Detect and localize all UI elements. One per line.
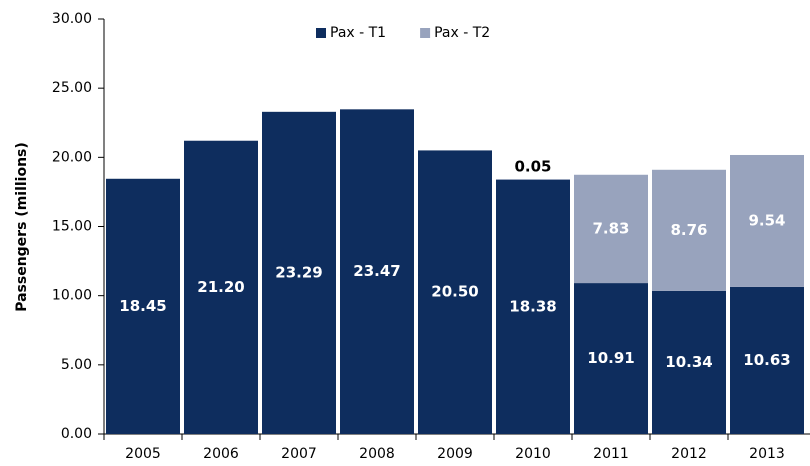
value-label: 8.76 <box>670 221 707 239</box>
y-tick-label: 15.00 <box>52 219 92 235</box>
x-tick-label: 2013 <box>749 446 785 462</box>
value-label: 10.91 <box>587 349 634 367</box>
value-label: 23.47 <box>353 262 400 280</box>
bar-segment <box>262 111 336 435</box>
legend-label: Pax - T2 <box>434 25 490 41</box>
bar-segment <box>496 179 570 434</box>
x-tick-label: 2007 <box>281 446 317 462</box>
bar-segment <box>574 174 648 284</box>
value-label: 0.05 <box>514 158 551 176</box>
bar-segment <box>652 290 726 434</box>
x-tick-label: 2006 <box>203 446 239 462</box>
value-label: 10.63 <box>743 351 790 369</box>
bar-segment <box>574 283 648 434</box>
bar-segment <box>418 150 492 434</box>
bar-segment <box>652 169 726 291</box>
bar-segment <box>496 179 570 180</box>
y-tick-label: 5.00 <box>61 357 92 373</box>
x-tick-label: 2012 <box>671 446 707 462</box>
value-label: 20.50 <box>431 283 478 301</box>
legend-swatch <box>316 28 326 38</box>
value-label: 10.34 <box>665 353 712 371</box>
y-tick-label: 0.00 <box>61 426 92 442</box>
bar-segment <box>730 154 804 287</box>
y-tick-label: 10.00 <box>52 288 92 304</box>
legend-label: Pax - T1 <box>330 25 386 41</box>
x-tick-label: 2008 <box>359 446 395 462</box>
y-axis-title: Passengers (millions) <box>14 142 30 312</box>
y-tick-label: 30.00 <box>52 11 92 27</box>
value-label: 9.54 <box>748 211 785 229</box>
x-tick-label: 2005 <box>125 446 161 462</box>
value-label: 21.20 <box>197 278 244 296</box>
x-tick-label: 2010 <box>515 446 551 462</box>
bar-segment <box>184 140 258 434</box>
value-label: 18.45 <box>119 297 166 315</box>
bar-segment <box>106 178 180 434</box>
value-label: 23.29 <box>275 263 322 281</box>
y-tick-label: 20.00 <box>52 149 92 165</box>
bar-segment <box>340 109 414 434</box>
x-tick-label: 2011 <box>593 446 629 462</box>
value-label: 7.83 <box>592 219 629 237</box>
legend-swatch <box>420 28 431 38</box>
bar-segment <box>730 286 804 434</box>
x-tick-label: 2009 <box>437 446 473 462</box>
y-tick-label: 25.00 <box>52 80 92 96</box>
value-label: 18.38 <box>509 297 556 315</box>
